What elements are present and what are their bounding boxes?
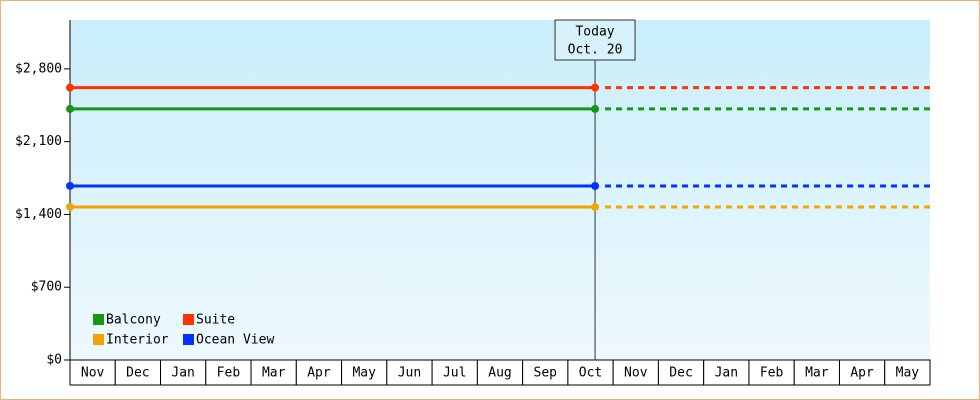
legend-swatch xyxy=(93,334,104,345)
x-tick-label: Jul xyxy=(443,366,466,381)
x-tick-label: Mar xyxy=(805,366,829,381)
x-category-cell xyxy=(567,359,614,386)
point xyxy=(591,202,600,211)
legend-label: Suite xyxy=(196,313,235,328)
point xyxy=(66,83,74,92)
today-label: Today xyxy=(575,25,614,40)
x-tick-label: Dec xyxy=(126,366,149,381)
today-label: Oct. 20 xyxy=(568,43,623,58)
x-tick-label: Oct xyxy=(579,366,602,381)
legend-label: Interior xyxy=(106,333,169,348)
legend-label: Balcony xyxy=(106,313,161,328)
x-category-cell xyxy=(838,359,886,386)
x-tick-label: Dec xyxy=(669,366,692,381)
legend-swatch xyxy=(183,334,194,345)
legend-swatch xyxy=(183,314,194,325)
x-tick-label: Jun xyxy=(398,366,421,381)
x-tick-label: Apr xyxy=(307,366,331,381)
x-tick-label: Apr xyxy=(850,366,874,381)
x-category-cell xyxy=(657,359,705,386)
y-tick-label: $1,400 xyxy=(15,207,62,222)
today-box xyxy=(554,19,636,61)
y-tick-label: $2,800 xyxy=(15,61,62,76)
legend-label: Ocean View xyxy=(196,333,274,348)
legend-swatch xyxy=(93,314,104,325)
point xyxy=(66,181,74,190)
plot-area xyxy=(70,20,930,360)
point xyxy=(66,104,74,113)
x-tick-label: May xyxy=(896,366,920,381)
y-tick-label: $0 xyxy=(46,353,62,368)
x-tick-label: May xyxy=(352,366,376,381)
x-tick-label: Jan xyxy=(715,366,738,381)
x-tick-label: Aug xyxy=(488,366,511,381)
point xyxy=(66,202,74,211)
x-tick-label: Feb xyxy=(217,366,241,381)
y-tick-label: $2,100 xyxy=(15,134,62,149)
x-tick-label: Nov xyxy=(81,366,105,381)
x-category-cell xyxy=(793,359,840,386)
x-tick-label: Nov xyxy=(624,366,648,381)
x-tick-label: Sep xyxy=(534,366,558,381)
x-tick-label: Jan xyxy=(171,366,194,381)
x-category-cell xyxy=(884,359,931,386)
y-tick-label: $700 xyxy=(31,280,62,295)
x-tick-label: Feb xyxy=(760,366,784,381)
x-category-cell xyxy=(703,359,750,386)
x-category-cell xyxy=(386,359,433,386)
point xyxy=(591,104,600,113)
point xyxy=(591,181,600,190)
x-tick-label: Mar xyxy=(262,366,286,381)
point xyxy=(591,83,600,92)
